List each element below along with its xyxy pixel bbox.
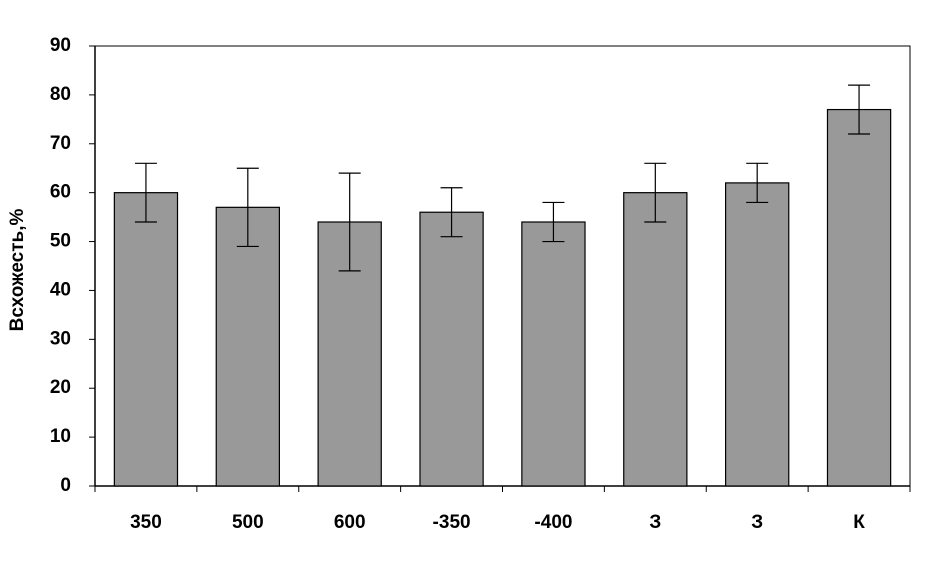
y-axis-label: Всхожесть,%: [7, 209, 28, 332]
x-tick-label: К: [853, 512, 865, 533]
error-bar: [746, 162, 769, 204]
error-bar: [440, 187, 463, 238]
y-tick-label: 60: [50, 182, 71, 203]
y-tick-label: 10: [50, 426, 71, 447]
x-tick-label: 500: [232, 512, 264, 533]
bar: [113, 192, 179, 487]
x-tick-label: -350: [433, 512, 471, 533]
x-tick-label: З: [751, 512, 763, 533]
x-tick-label: З: [649, 512, 661, 533]
bar: [215, 206, 280, 487]
y-tick-label: 50: [50, 231, 71, 252]
y-tick-label: 80: [50, 84, 71, 105]
error-bar: [236, 167, 259, 248]
error-bar: [134, 162, 157, 223]
x-tick-label: 600: [334, 512, 366, 533]
error-bar: [542, 201, 565, 243]
x-tick-label: 350: [130, 512, 162, 533]
error-bar: [338, 172, 361, 272]
error-bar: [644, 162, 667, 223]
bar: [725, 182, 790, 487]
y-tick-label: 0: [60, 475, 71, 496]
bar: [419, 211, 484, 487]
bar: [623, 192, 688, 487]
y-tick-label: 30: [50, 328, 71, 349]
y-tick-label: 70: [50, 133, 71, 154]
y-tick-label: 90: [50, 35, 71, 56]
y-tick-label: 20: [50, 377, 71, 398]
bar: [521, 221, 586, 487]
y-tick-label: 40: [50, 279, 71, 300]
bar: [826, 108, 892, 487]
error-bar: [848, 84, 871, 135]
x-tick-label: -400: [534, 512, 572, 533]
